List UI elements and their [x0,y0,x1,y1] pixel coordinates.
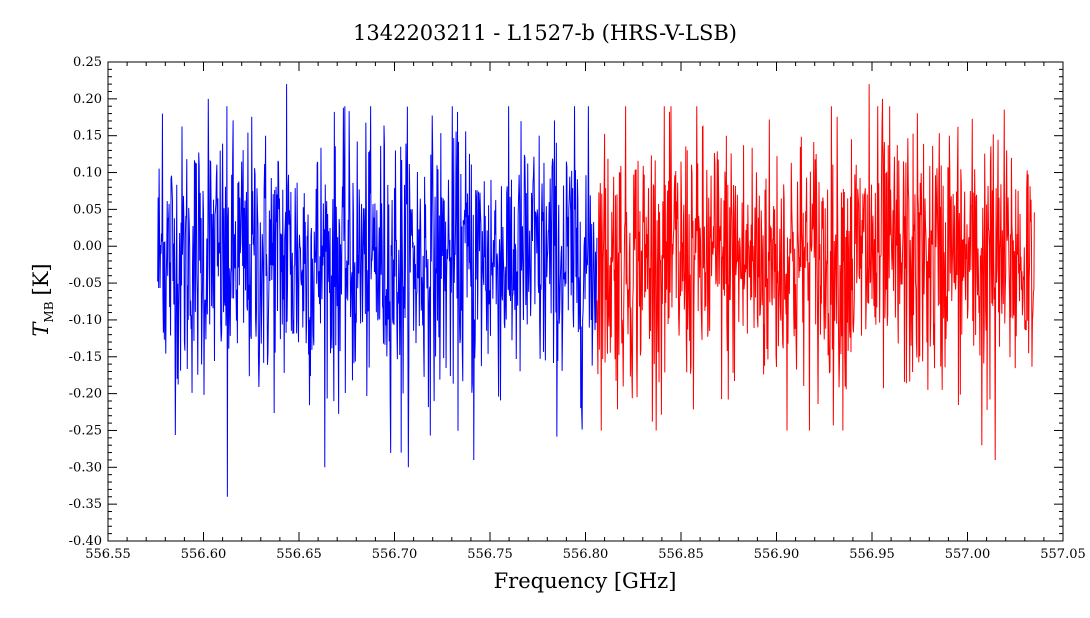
x-axis: 556.55 556.60 556.65 556.70 556.75 556.80 556.… [85,62,1086,562]
x-tick-label: 556.90 [754,547,800,562]
y-tick-label: -0.15 [69,350,102,365]
y-tick-label: -0.35 [69,497,102,512]
x-tick-label: 557.00 [945,547,991,562]
y-tick-label: 0.05 [73,202,102,217]
y-axis-label-symbol: T [29,321,53,337]
y-tick-label: 0.25 [73,55,102,70]
x-tick-label: 556.70 [372,547,418,562]
y-tick-label: -0.05 [69,276,102,291]
y-axis: -0.40 -0.35 -0.30 -0.25 -0.20 -0.15 -0.10 -0.05… [69,55,1063,549]
y-axis-label-unit: [K] [29,263,53,295]
spectrum-series-red [596,84,1035,460]
x-tick-label: 556.60 [181,547,227,562]
x-tick-label: 556.65 [276,547,322,562]
y-axis-label: TMB [K] [29,263,56,336]
x-tick-label: 556.95 [849,547,895,562]
y-tick-label: -0.30 [69,460,102,475]
chart-title: 1342203211 - L1527-b (HRS-V-LSB) [353,21,737,45]
plot-area [157,84,1035,497]
x-axis-label: Frequency [GHz] [494,569,677,593]
x-tick-label: 556.85 [658,547,704,562]
x-tick-label: 556.80 [563,547,609,562]
y-tick-label: -0.10 [69,313,102,328]
x-tick-label: 556.75 [467,547,513,562]
x-tick-label: 557.05 [1040,547,1086,562]
y-tick-label: 0.20 [73,92,102,107]
y-tick-label: 0.00 [73,239,102,254]
y-tick-label: -0.20 [69,387,102,402]
y-tick-label: 0.15 [73,129,102,144]
y-axis-label-subscript: MB [42,301,56,322]
y-tick-label: -0.40 [69,534,102,549]
spectrum-series-blue [157,84,598,497]
y-tick-label: -0.25 [69,423,102,438]
y-tick-label: 0.10 [73,166,102,181]
x-tick-label: 556.55 [85,547,131,562]
